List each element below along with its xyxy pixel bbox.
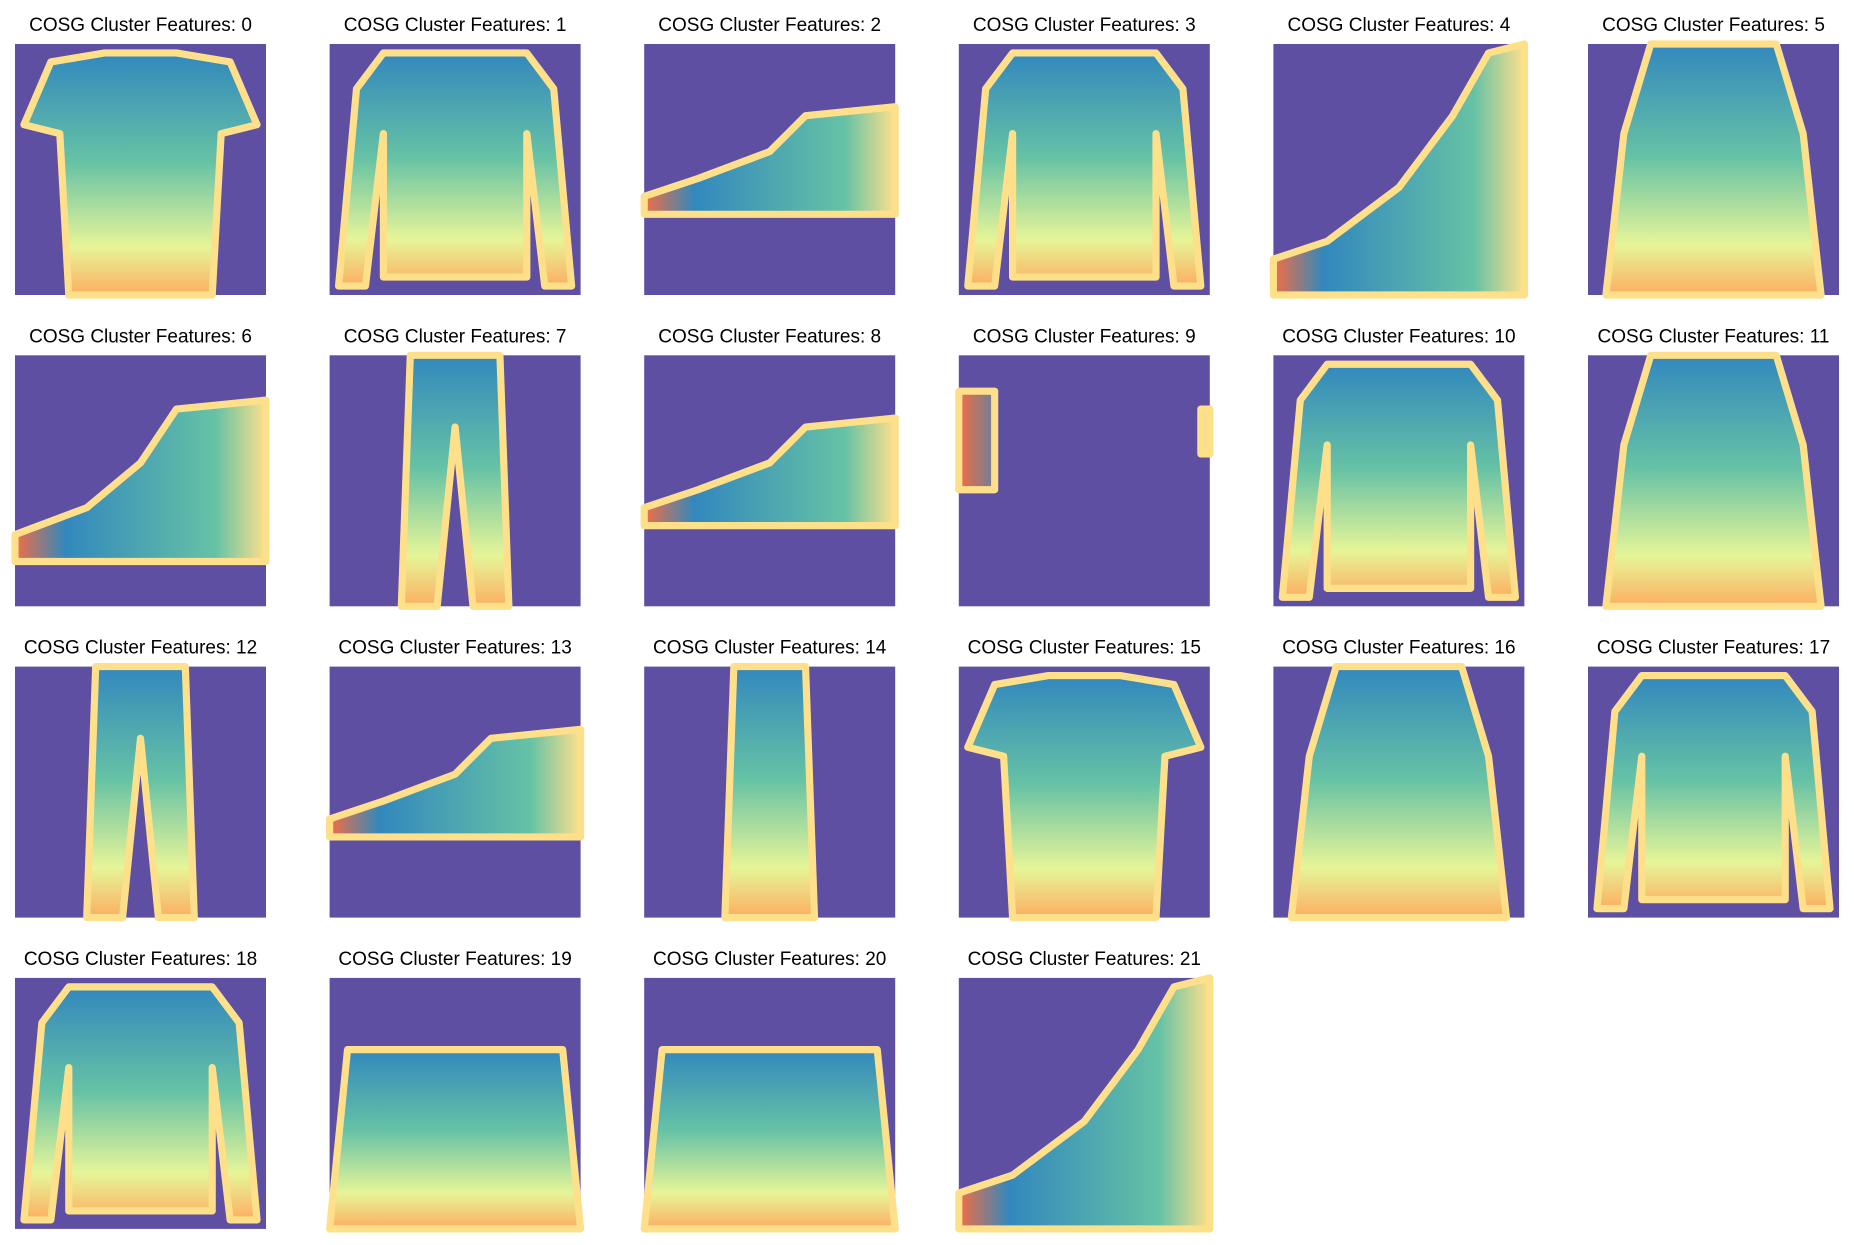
panel-title: COSG Cluster Features: 21 — [968, 949, 1201, 970]
feature-shape — [955, 387, 1214, 494]
panel-title: COSG Cluster Features: 20 — [653, 949, 886, 970]
feature-shape — [640, 1046, 899, 1233]
feature-shape — [964, 49, 1205, 290]
panel-title: COSG Cluster Features: 19 — [338, 949, 571, 970]
heatmap-image — [326, 725, 585, 841]
feature-shape — [1602, 351, 1825, 610]
heatmap-image — [397, 351, 513, 610]
feature-shape — [397, 351, 513, 610]
heatmap-image — [1602, 40, 1825, 299]
feature-shape — [721, 663, 819, 922]
panel-title: COSG Cluster Features: 18 — [24, 949, 257, 970]
heatmap-image — [1593, 671, 1834, 913]
feature-shape — [1269, 40, 1528, 299]
feature-shape — [1287, 663, 1511, 922]
panel-title: COSG Cluster Features: 11 — [1598, 326, 1830, 347]
panel-title: COSG Cluster Features: 5 — [1602, 15, 1825, 36]
feature-shape — [955, 974, 1214, 1233]
panel-title: COSG Cluster Features: 15 — [968, 638, 1201, 659]
panel-title: COSG Cluster Features: 9 — [973, 326, 1196, 347]
feature-shape — [11, 396, 270, 566]
panel-title: COSG Cluster Features: 7 — [344, 326, 567, 347]
heatmap-image — [326, 1046, 585, 1233]
panel-title: COSG Cluster Features: 0 — [29, 15, 252, 36]
feature-shape — [20, 49, 261, 299]
panel-title: COSG Cluster Features: 6 — [29, 326, 252, 347]
panel-title: COSG Cluster Features: 10 — [1282, 326, 1515, 347]
feature-shape — [640, 103, 899, 218]
feature-shape — [1602, 40, 1825, 299]
panel-title: COSG Cluster Features: 8 — [658, 326, 881, 347]
feature-shape — [326, 1046, 585, 1233]
panel-title: COSG Cluster Features: 3 — [973, 15, 1196, 36]
feature-shape — [20, 983, 261, 1224]
heatmap-image — [83, 663, 198, 922]
feature-shape — [640, 414, 899, 530]
heatmap-image — [640, 103, 899, 218]
heatmap-image — [20, 49, 261, 299]
heatmap-image — [964, 49, 1205, 290]
feature-shape — [964, 671, 1205, 922]
feature-shape — [326, 725, 585, 841]
heatmap-image — [1287, 663, 1511, 922]
heatmap-image — [640, 1046, 899, 1233]
heatmap-image — [1278, 360, 1520, 601]
heatmap-image — [334, 49, 576, 290]
panel-title: COSG Cluster Features: 14 — [653, 638, 887, 659]
heatmap-background — [958, 355, 1210, 607]
feature-shape — [1593, 671, 1834, 913]
heatmap-image — [955, 974, 1214, 1233]
feature-shape — [83, 663, 198, 922]
panel-title: COSG Cluster Features: 16 — [1282, 638, 1515, 659]
heatmap-image — [964, 671, 1205, 922]
heatmap-image — [721, 663, 819, 922]
panel-title: COSG Cluster Features: 1 — [344, 15, 567, 36]
heatmap-image — [20, 983, 261, 1224]
feature-shape — [1278, 360, 1520, 601]
panel-title: COSG Cluster Features: 12 — [24, 638, 257, 659]
heatmap-image — [640, 414, 899, 530]
feature-shape — [334, 49, 576, 290]
heatmap-image — [11, 396, 270, 566]
panel-title: COSG Cluster Features: 4 — [1288, 15, 1511, 36]
heatmap-image — [1269, 40, 1528, 299]
panel-title: COSG Cluster Features: 17 — [1597, 638, 1830, 659]
heatmap-image — [955, 387, 1214, 494]
heatmap-image — [1602, 351, 1825, 610]
panel-title: COSG Cluster Features: 13 — [338, 638, 571, 659]
panel-title: COSG Cluster Features: 2 — [658, 15, 881, 36]
